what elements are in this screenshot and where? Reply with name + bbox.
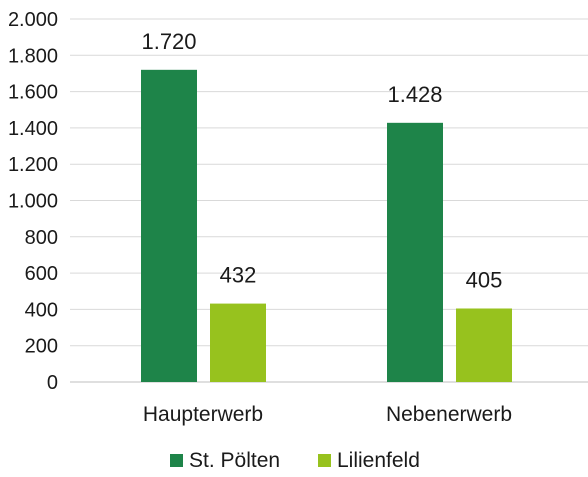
legend-swatch	[318, 454, 331, 467]
bar-lilienfeld-nebenerwerb	[456, 308, 512, 382]
y-tick-label: 800	[25, 227, 58, 249]
bar-st-poelten-haupterwerb	[141, 69, 197, 382]
y-tick-label: 1.800	[8, 45, 58, 67]
legend: St. Pölten Lilienfeld	[170, 449, 420, 472]
data-labels: 1.720 432 1.428 405	[141, 29, 502, 293]
y-tick-label: 0	[47, 372, 58, 394]
y-tick-label: 1.200	[8, 154, 58, 176]
y-tick-label: 600	[25, 263, 58, 285]
legend-swatch	[170, 454, 183, 467]
bars	[141, 69, 512, 383]
bar-st-poelten-nebenerwerb	[387, 122, 443, 383]
y-tick-label: 200	[25, 336, 58, 358]
legend-item-st-poelten: St. Pölten	[170, 449, 280, 472]
y-tick-label: 400	[25, 299, 58, 321]
category-label: Haupterwerb	[143, 403, 263, 426]
x-axis-categories: Haupterwerb Nebenerwerb	[143, 403, 512, 426]
y-tick-label: 2.000	[8, 9, 58, 31]
data-label: 432	[220, 263, 257, 288]
y-tick-label: 1.000	[8, 191, 58, 213]
y-axis-ticks: 0 200 400 600 800 1.000 1.200 1.400 1.600 1.800 2.…	[8, 9, 58, 394]
data-label: 1.720	[141, 29, 196, 54]
y-tick-label: 1.400	[8, 118, 58, 140]
legend-label: Lilienfeld	[337, 449, 420, 472]
category-label: Nebenerwerb	[386, 403, 512, 426]
bar-lilienfeld-haupterwerb	[210, 303, 266, 382]
legend-item-lilienfeld: Lilienfeld	[318, 449, 420, 472]
data-label: 1.428	[387, 82, 442, 107]
legend-label: St. Pölten	[189, 449, 280, 472]
y-tick-label: 1.600	[8, 82, 58, 104]
data-label: 405	[466, 267, 503, 292]
